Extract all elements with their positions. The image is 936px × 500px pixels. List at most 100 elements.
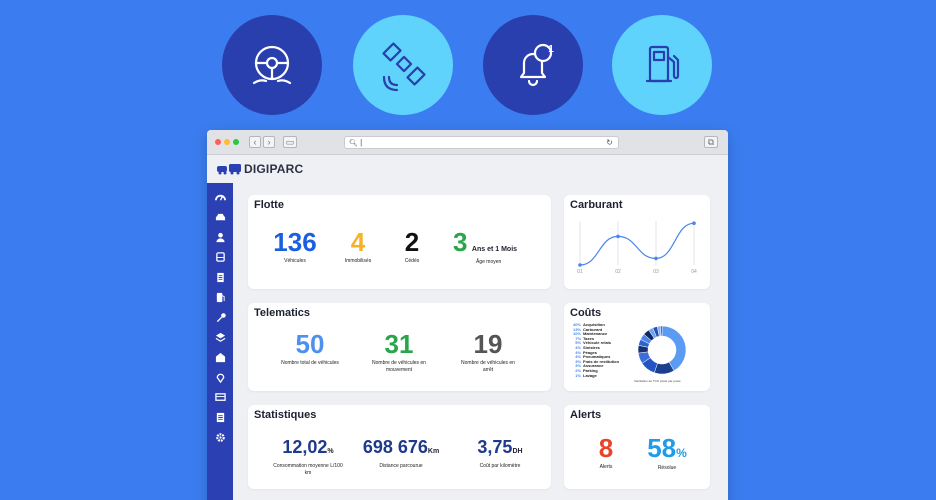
close-window-button[interactable] bbox=[215, 139, 221, 145]
carburant-title: Carburant bbox=[570, 199, 623, 211]
legend-label: Acquisition bbox=[583, 322, 605, 327]
couts-donut-chart bbox=[637, 325, 687, 375]
cout-km-value: 3,75 bbox=[477, 437, 513, 457]
bus-icon[interactable] bbox=[214, 251, 226, 263]
legend-pct: 4% bbox=[575, 354, 581, 360]
legend-item: 4% Sinistres bbox=[570, 344, 640, 351]
legend-pct: 3% bbox=[575, 358, 581, 364]
legend-label: Lavage bbox=[583, 372, 597, 378]
address-bar[interactable]: 🔍︎ | ↻ bbox=[344, 136, 619, 149]
distance-value: 698 676 bbox=[362, 437, 428, 457]
car-icon[interactable] bbox=[214, 211, 226, 223]
legend-item: 10% Maintenance bbox=[570, 331, 640, 337]
sidebar bbox=[207, 183, 233, 500]
app-logo-text: DIGIPARC bbox=[244, 162, 304, 176]
immobilises-stat[interactable]: 4 Immobilisés bbox=[336, 229, 380, 265]
en-arret-stat[interactable]: 19 Nombre de véhicules en arrêt bbox=[456, 331, 520, 374]
cout-km-stat[interactable]: 3,75DH Coût par kilomètre bbox=[468, 438, 532, 470]
legend-item: 3% Frais de restitution bbox=[570, 358, 640, 365]
building-icon[interactable] bbox=[214, 351, 226, 363]
legend-pct: 3% bbox=[575, 363, 581, 369]
resolue-stat[interactable]: 58% Résolue bbox=[638, 435, 696, 472]
data-point bbox=[654, 256, 658, 261]
legend-label: Assurance bbox=[583, 363, 604, 369]
browser-toolbar: ‹ › ▭ 🔍︎ | ↻ ⧉ bbox=[207, 130, 728, 155]
legend-pct: 13% bbox=[572, 326, 581, 332]
sidebar-toggle-icon[interactable]: ▭ bbox=[283, 136, 297, 148]
settings-icon[interactable] bbox=[214, 431, 226, 443]
distance-unit: Km bbox=[427, 448, 440, 455]
en-mouvement-value: 31 bbox=[384, 329, 414, 359]
legend-pct: 4% bbox=[575, 349, 581, 355]
legend-pct: 10% bbox=[572, 331, 581, 337]
en-arret-value: 19 bbox=[473, 329, 503, 359]
alerts-card: Alerts 8 Alerts 58% Résolue bbox=[564, 405, 710, 489]
legend-pct: 2% bbox=[575, 367, 581, 373]
resolue-label: Résolue bbox=[657, 465, 677, 471]
vehicules-value: 136 bbox=[273, 227, 317, 257]
data-point bbox=[692, 221, 696, 225]
x-tick-label: 01 bbox=[577, 269, 583, 275]
truck-icon[interactable] bbox=[214, 391, 226, 403]
consommation-value: 12,02 bbox=[282, 437, 328, 457]
couts-footnote: Ventilation du TCO poste par poste bbox=[634, 379, 681, 383]
cedes-value: 2 bbox=[404, 227, 420, 257]
couts-card: Coûts 40% Acquisition 13% Carburant 10% Maint… bbox=[564, 303, 710, 391]
tabs-overview-icon[interactable]: ⧉ bbox=[704, 136, 718, 148]
telematics-card: Telematics 50 Nombre total de véhicules … bbox=[248, 303, 551, 391]
alerts-title: Alerts bbox=[570, 409, 602, 421]
legend-item: 13% Carburant bbox=[570, 326, 640, 333]
alerts-count-stat[interactable]: 8 Alerts bbox=[586, 435, 626, 471]
cedes-stat[interactable]: 2 Cédés bbox=[392, 229, 432, 265]
forward-button[interactable]: › bbox=[263, 136, 275, 148]
total-vehicules-stat[interactable]: 50 Nombre total de véhicules bbox=[270, 331, 350, 367]
location-pin-icon[interactable] bbox=[214, 371, 226, 383]
distance-stat[interactable]: 698 676Km Distance parcourue bbox=[353, 438, 449, 470]
minimize-window-button[interactable] bbox=[224, 139, 230, 145]
notification-badge-count: 1 bbox=[548, 44, 554, 55]
legend-label: Carburant bbox=[583, 326, 603, 332]
layers-icon[interactable] bbox=[214, 331, 226, 343]
document-icon[interactable] bbox=[214, 271, 226, 283]
age-moyen-stat[interactable]: 3 Ans et 1 Mois Âge moyen bbox=[453, 229, 543, 266]
steering-wheel-icon bbox=[252, 45, 292, 85]
legend-label: Péages bbox=[583, 349, 598, 355]
satellite-icon bbox=[382, 42, 426, 92]
legend-item: 4% Pneumatiques bbox=[570, 354, 640, 360]
user-icon[interactable] bbox=[214, 231, 226, 243]
couts-legend: 40% Acquisition 13% Carburant 10% Maintenance… bbox=[570, 322, 640, 379]
legend-label: Véhicule relais bbox=[583, 340, 612, 346]
dashboard-icon[interactable] bbox=[214, 191, 226, 203]
flotte-card: Flotte 136 Véhicules 4 Immobilisés 2 Céd… bbox=[248, 195, 551, 289]
consommation-stat[interactable]: 12,02% Consommation moyenne L/100 km bbox=[270, 438, 346, 477]
age-moyen-label: Âge moyen bbox=[476, 259, 502, 265]
vehicules-stat[interactable]: 136 Véhicules bbox=[263, 229, 327, 265]
legend-pct: 40% bbox=[572, 322, 581, 327]
back-button[interactable]: ‹ bbox=[249, 136, 261, 148]
cout-km-unit: DH bbox=[512, 448, 523, 455]
donut-slice bbox=[660, 325, 663, 337]
age-moyen-value: 3 bbox=[453, 227, 468, 257]
consommation-label: Consommation moyenne L/100 km bbox=[273, 463, 343, 476]
app-header: DIGIPARC bbox=[207, 156, 728, 183]
legend-pct: 4% bbox=[575, 344, 581, 350]
age-moyen-suffix: Ans et 1 Mois bbox=[471, 246, 518, 253]
vehicules-label: Véhicules bbox=[284, 258, 306, 264]
carburant-line-chart: 01 02 03 04 bbox=[577, 221, 697, 275]
statistiques-card: Statistiques 12,02% Consommation moyenne… bbox=[248, 405, 551, 489]
report-icon[interactable] bbox=[214, 411, 226, 423]
legend-pct: 7% bbox=[575, 335, 581, 341]
fuel-pump-icon bbox=[645, 45, 680, 83]
carburant-card: Carburant 01 02 03 04 bbox=[564, 195, 710, 289]
wrench-icon[interactable] bbox=[214, 311, 226, 323]
fuel-icon[interactable] bbox=[214, 291, 226, 303]
legend-item: 1% Lavage bbox=[570, 372, 640, 379]
reload-icon[interactable]: ↻ bbox=[606, 138, 613, 147]
couts-title: Coûts bbox=[570, 307, 602, 319]
address-text: | bbox=[360, 138, 363, 147]
legend-item: 3% Assurance bbox=[570, 364, 640, 369]
en-mouvement-stat[interactable]: 31 Nombre de véhicules en mouvement bbox=[366, 331, 432, 374]
maximize-window-button[interactable] bbox=[233, 139, 239, 145]
total-vehicules-label: Nombre total de véhicules bbox=[281, 360, 339, 366]
flotte-title: Flotte bbox=[254, 199, 284, 211]
